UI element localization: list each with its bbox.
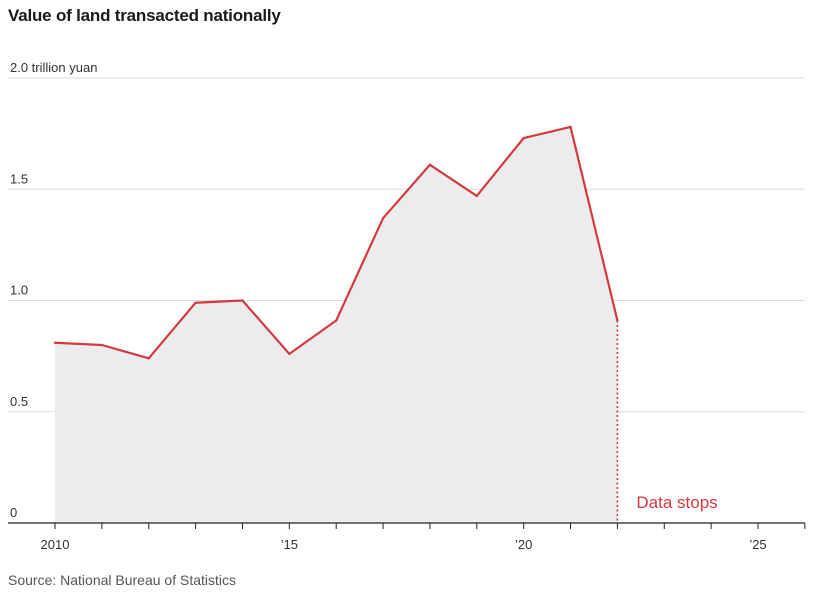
y-tick-label: 1.0 — [10, 283, 28, 298]
chart-title: Value of land transacted nationally — [8, 6, 281, 25]
data-point — [569, 125, 572, 129]
y-tick-label: 1.5 — [10, 171, 28, 186]
chart-source: Source: National Bureau of Statistics — [8, 572, 237, 588]
y-tick-label: 0.5 — [10, 394, 28, 409]
data-point — [381, 216, 385, 220]
data-point — [428, 163, 432, 166]
data-point — [241, 299, 244, 302]
area-fill — [55, 126, 618, 523]
y-tick-label: 0 — [10, 505, 17, 520]
x-tick-label: ’20 — [515, 537, 532, 552]
data-point — [194, 301, 197, 304]
x-tick-label: 2010 — [41, 537, 70, 552]
y-tick-label: 2.0 trillion yuan — [10, 60, 97, 75]
data-point — [335, 319, 338, 322]
data-point — [475, 194, 478, 198]
data-stops-label: Data stops — [636, 493, 717, 512]
data-point — [522, 136, 525, 140]
x-tick-label: ’15 — [281, 537, 298, 552]
data-point — [53, 341, 57, 344]
data-point — [147, 357, 150, 360]
data-point — [100, 343, 104, 347]
data-point — [288, 352, 291, 356]
x-tick-label: ’25 — [749, 537, 766, 552]
